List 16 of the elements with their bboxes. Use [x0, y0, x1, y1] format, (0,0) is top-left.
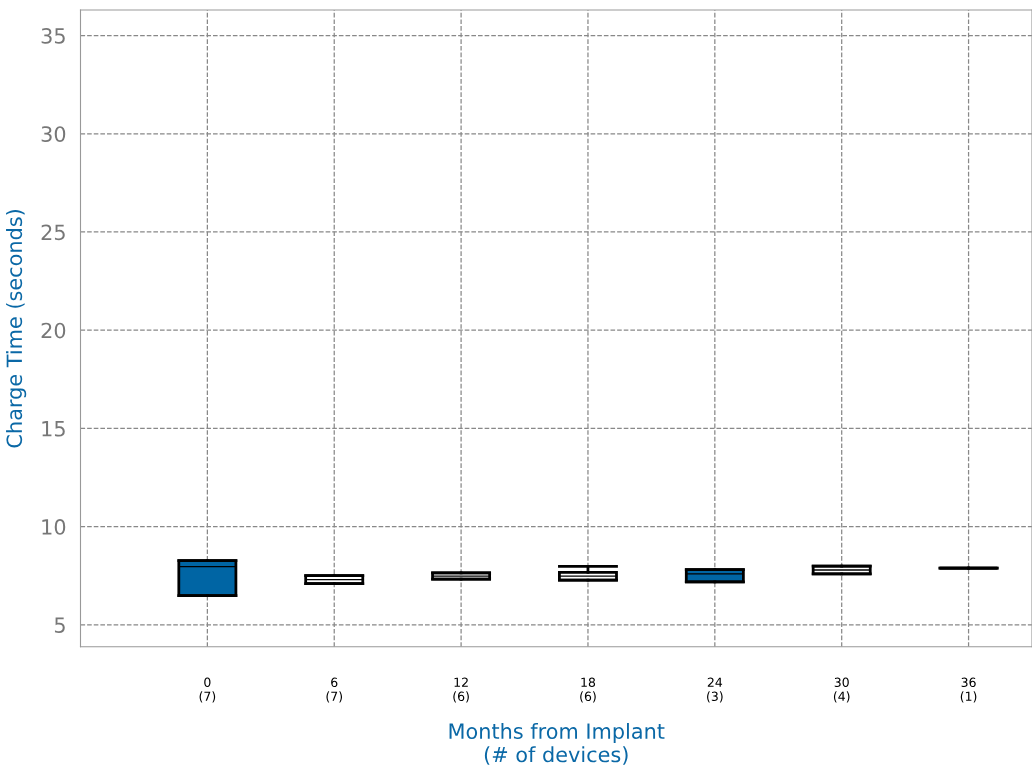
x-tick-label: 12 (6) [453, 677, 469, 703]
x-tick-label: 30 (4) [833, 677, 850, 703]
y-tick-label: 20 [41, 322, 66, 339]
y-tick-label: 35 [41, 28, 65, 44]
y-tick-label: 30 [41, 126, 66, 142]
y-tick-label: 15 [42, 421, 65, 437]
x-axis-title: Months from Implant (# of devices) [449, 722, 665, 765]
x-tick-label: 18 (6) [580, 677, 596, 703]
y-tick-label: 10 [42, 519, 66, 535]
x-tick-label: 36 (1) [960, 677, 977, 703]
x-tick-label: 0 (7) [199, 677, 216, 703]
y-tick-label: 25 [41, 224, 65, 241]
y-axis-title: Charge Time (seconds) [6, 210, 27, 448]
y-tick-label: 5 [54, 617, 65, 634]
x-tick-label: 6 (7) [326, 677, 343, 703]
x-tick-label: 24 (3) [707, 677, 723, 703]
